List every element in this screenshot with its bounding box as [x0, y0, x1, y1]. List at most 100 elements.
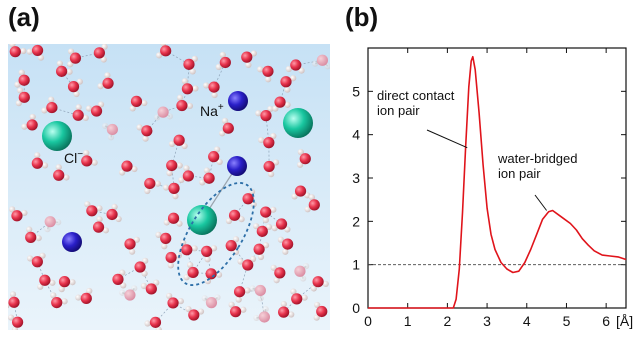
hydrogen-atom: [101, 44, 108, 50]
hydrogen-atom: [225, 217, 233, 225]
hydrogen-atom: [14, 81, 21, 88]
hydrogen-atom: [221, 117, 229, 124]
chloride-ion: [42, 121, 72, 151]
hydrogen-atom: [185, 305, 192, 313]
water-molecule: [44, 216, 62, 233]
hydrogen-atom: [18, 69, 25, 76]
hydrogen-atom: [83, 149, 90, 157]
hydrogen-atom: [8, 314, 15, 321]
hydrogen-atom: [154, 114, 161, 121]
water-molecule: [26, 252, 46, 268]
oxygen-atom: [46, 101, 58, 114]
hydrogen-atom: [216, 158, 223, 166]
water-molecule: [9, 44, 27, 58]
water-molecule: [241, 50, 257, 69]
oxygen-atom: [112, 273, 124, 285]
hydrogen-atom: [270, 206, 277, 213]
hydrogen-atom: [262, 305, 269, 313]
hydrogen-atom: [211, 91, 218, 99]
water-molecule: [291, 185, 311, 200]
x-tick-label: 2: [443, 313, 451, 329]
hydrogen-atom: [322, 280, 329, 288]
water-molecule: [253, 305, 270, 323]
oxygen-atom: [31, 157, 43, 169]
oxygen-atom: [242, 259, 254, 271]
water-molecule: [290, 288, 308, 305]
hydrogen-atom: [304, 206, 311, 213]
water-molecule: [255, 105, 274, 122]
x-axis-label: [Å]: [616, 313, 633, 329]
hydrogen-atom: [177, 298, 184, 305]
series-group: [368, 55, 627, 309]
water-molecule: [183, 55, 198, 75]
hydrogen-atom: [253, 223, 260, 230]
water-molecule: [225, 209, 245, 225]
hydrogen-atom: [186, 102, 194, 110]
oxygen-atom: [256, 225, 268, 237]
oxygen-atom: [39, 274, 51, 286]
water-molecule: [154, 106, 173, 121]
oxygen-atom: [165, 251, 177, 264]
hydrogen-atom: [166, 170, 173, 177]
water-molecule: [201, 294, 221, 309]
oxygen-atom: [183, 58, 195, 70]
y-tick-label: 0: [352, 300, 360, 316]
hydrogen-atom: [176, 162, 183, 169]
water-molecule: [253, 223, 273, 237]
hydrogen-atom: [314, 301, 321, 309]
hydrogen-atom: [228, 301, 235, 308]
water-molecule: [312, 54, 330, 70]
water-molecule: [25, 226, 42, 243]
oxygen-atom: [181, 83, 194, 95]
water-molecule: [263, 159, 280, 178]
hydrogen-atom: [155, 52, 163, 59]
oxygen-atom: [316, 305, 328, 318]
hydrogen-atom: [41, 107, 48, 114]
water-molecule: [21, 113, 38, 131]
hydrogen-atom: [257, 66, 264, 73]
hydrogen-atom: [85, 105, 93, 112]
hydrogen-atom: [29, 113, 36, 121]
annotation-leader-line: [426, 129, 468, 149]
oxygen-atom: [275, 218, 288, 230]
water-molecule: [41, 96, 58, 114]
water-molecule: [185, 305, 205, 321]
hydrogen-atom: [258, 136, 265, 144]
hydrogen-atom: [129, 248, 136, 255]
hydrogen-atom: [244, 287, 251, 294]
hydrogen-atom: [249, 285, 256, 292]
oxygen-atom: [134, 261, 146, 273]
y-tick-label: 1: [352, 257, 360, 273]
hydrogen-atom: [82, 114, 89, 122]
hydrogen-atom: [203, 82, 210, 89]
oxygen-atom: [263, 137, 275, 149]
oxygen-atom: [56, 65, 68, 77]
hydrogen-atom: [37, 54, 45, 61]
annotation-line: ion pair: [377, 103, 420, 118]
oxygen-atom: [258, 311, 270, 323]
chart-axes: [367, 47, 627, 309]
hydrogen-atom: [136, 124, 143, 131]
hydrogen-atom: [277, 236, 284, 243]
hydrogen-atom: [17, 87, 24, 94]
oxygen-atom: [92, 221, 105, 233]
hydrogen-atom: [55, 164, 62, 171]
hydrogen-atom: [191, 245, 198, 252]
hydrogen-atom: [161, 243, 168, 250]
oxygen-atom: [168, 182, 180, 194]
hydrogen-atom: [9, 291, 17, 298]
hydrogen-atom: [21, 209, 28, 217]
hydrogen-atom: [272, 105, 279, 112]
hydrogen-atom: [58, 286, 65, 293]
hydrogen-atom: [141, 270, 148, 277]
ion-pair-highlight-ellipse: [177, 182, 255, 286]
hydrogen-atom: [96, 205, 103, 212]
oxygen-atom: [9, 46, 21, 58]
hydrogen-atom: [166, 292, 173, 300]
oxygen-atom: [254, 284, 266, 297]
hydrogen-atom: [20, 47, 27, 55]
oxygen-atom: [130, 95, 143, 107]
oxygen-atom: [166, 159, 178, 172]
hydrogen-atom: [219, 51, 226, 58]
oxygen-atom: [290, 59, 302, 71]
